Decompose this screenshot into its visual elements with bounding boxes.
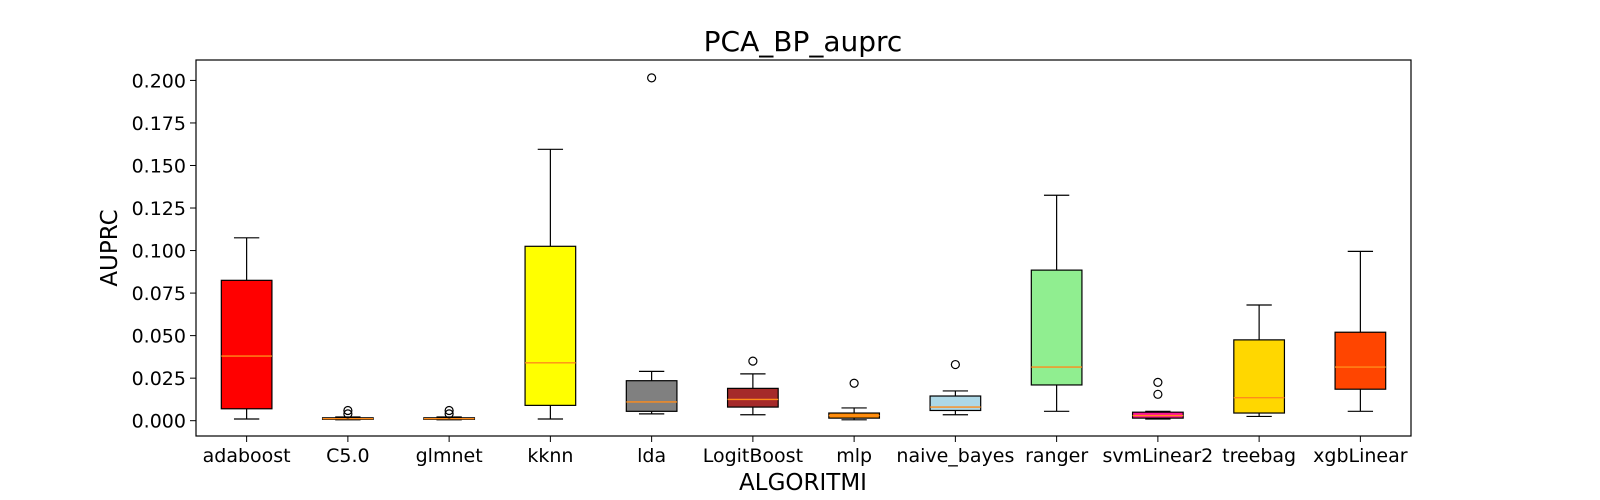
y-tick-label: 0.100 [132, 241, 186, 263]
box-ranger [1030, 269, 1083, 386]
outlier-point [1153, 389, 1163, 399]
x-tick-label: xgbLinear [1313, 445, 1408, 467]
box-kknn [524, 245, 577, 406]
box-lda [625, 380, 678, 412]
x-tick-label: ranger [1025, 445, 1088, 467]
x-tick-label: mlp [836, 445, 872, 467]
y-tick-label: 0.125 [132, 198, 186, 220]
y-tick-label: 0.075 [132, 283, 186, 305]
outlier-point [343, 405, 353, 416]
x-tick-label: svmLinear2 [1102, 445, 1213, 467]
outlier-point [444, 409, 454, 419]
outlier-point [647, 73, 657, 83]
y-tick-label: 0.200 [132, 70, 186, 92]
box-xgbLinear [1334, 331, 1387, 390]
y-tick-label: 0.050 [132, 326, 186, 348]
y-tick-label: 0.175 [132, 113, 186, 135]
x-tick-label: glmnet [416, 445, 483, 467]
x-tick-label: LogitBoost [703, 445, 803, 467]
y-tick-label: 0.150 [132, 155, 186, 177]
x-tick-label: lda [637, 445, 666, 467]
y-tick-label: 0.000 [132, 411, 186, 433]
chart-title: PCA_BP_auprc [704, 25, 903, 58]
x-tick-label: adaboost [203, 445, 291, 467]
outlier-point [444, 405, 454, 416]
y-axis-title: AUPRC [97, 209, 123, 286]
y-tick-label: 0.025 [132, 368, 186, 390]
x-tick-label: kknn [527, 445, 573, 467]
x-axis-title: ALGORITMI [739, 470, 867, 496]
x-tick-label: treebag [1222, 445, 1296, 467]
outlier-point [950, 359, 960, 370]
box-LogitBoost [726, 387, 779, 408]
x-tick-label: naive_bayes [896, 445, 1014, 467]
plot-frame [195, 59, 1412, 437]
outlier-point [849, 378, 859, 388]
box-treebag [1233, 339, 1286, 414]
x-tick-label: C5.0 [326, 445, 369, 467]
box-adaboost [220, 279, 273, 410]
box-naive_bayes [929, 395, 982, 412]
outlier-point [1153, 377, 1163, 388]
outlier-point [343, 409, 353, 419]
outlier-point [748, 356, 758, 366]
